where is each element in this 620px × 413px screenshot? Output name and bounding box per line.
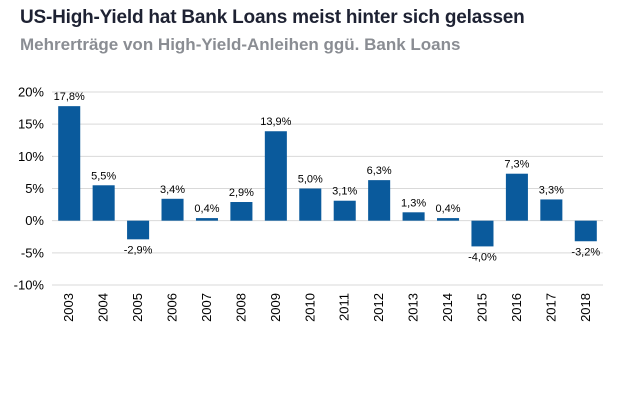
x-tick-label: 2011 [337,293,352,321]
bar [58,106,81,221]
data-label: 3,3% [539,184,564,196]
bar [195,218,218,221]
y-tick-label: 20% [18,85,44,100]
x-tick-label: 2010 [302,293,317,322]
x-tick-label: 2003 [61,293,76,322]
data-label: 3,1% [332,186,357,198]
bar [368,180,391,221]
y-tick-label: 5% [25,181,44,196]
bar [333,200,356,221]
data-label: 3,4% [160,184,185,196]
y-tick-label: -5% [21,245,45,260]
bar [299,188,322,221]
x-tick-label: 2004 [96,293,111,322]
bar [471,220,494,247]
x-tick-label: 2006 [165,293,180,322]
bar [92,185,115,221]
data-label: 6,3% [367,165,392,177]
x-tick-label: 2012 [371,293,386,322]
data-label: 2,9% [229,187,254,199]
y-tick-label: 0% [25,213,44,228]
bar [127,220,150,240]
y-tick-label: -10% [14,278,45,293]
data-label: 17,8% [54,91,85,103]
x-tick-label: 2018 [578,293,593,322]
x-tick-label: 2017 [543,293,558,322]
bar [437,218,460,221]
data-label: 0,4% [435,203,460,215]
data-label: -2,9% [124,244,153,256]
chart-subtitle: Mehrerträge von High-Yield-Anleihen ggü.… [20,35,461,54]
bar [230,202,253,221]
x-tick-label: 2016 [509,293,524,322]
data-label: -4,0% [468,251,497,263]
data-label: 1,3% [401,197,426,209]
bar [161,198,184,221]
data-label: 5,0% [298,174,323,186]
x-tick-label: 2014 [440,293,455,322]
data-label: 0,4% [194,203,219,215]
chart-title: US-High-Yield hat Bank Loans meist hinte… [20,7,525,28]
bar [540,199,563,221]
bar [574,220,597,242]
x-tick-label: 2015 [474,293,489,322]
bar [264,131,287,221]
x-tick-label: 2007 [199,293,214,322]
data-label: -3,2% [571,246,600,258]
y-tick-label: 15% [18,117,44,132]
x-tick-label: 2005 [130,293,145,322]
data-label: 7,3% [504,159,529,171]
y-tick-label: 10% [18,149,44,164]
data-label: 13,9% [260,116,291,128]
data-label: 5,5% [91,170,116,182]
bar [402,212,425,221]
x-tick-label: 2008 [233,293,248,322]
x-tick-label: 2013 [406,293,421,322]
x-tick-label: 2009 [268,293,283,322]
bar [505,173,528,221]
